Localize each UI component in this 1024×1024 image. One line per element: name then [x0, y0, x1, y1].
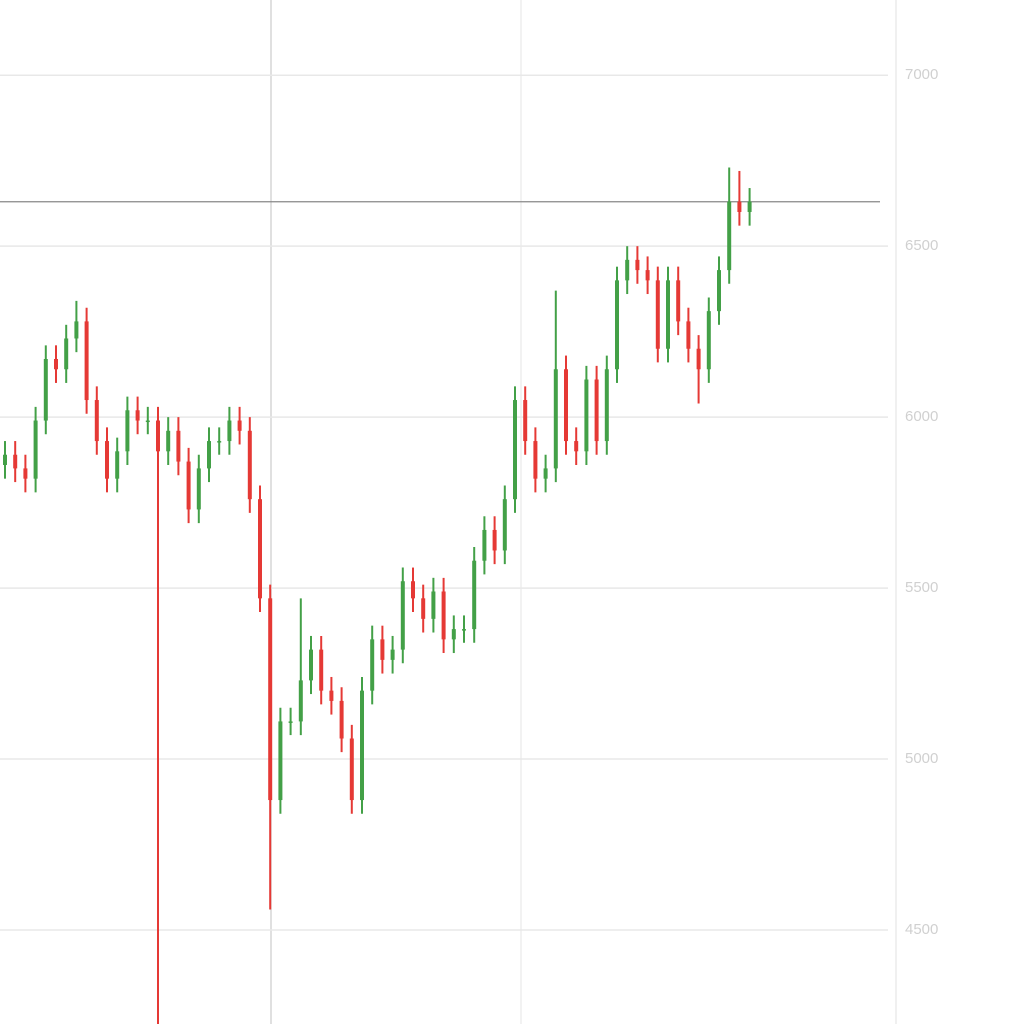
candle-body — [319, 649, 324, 691]
candle-body — [74, 321, 79, 339]
candle-body — [645, 270, 650, 281]
candle-body — [380, 639, 385, 660]
candle-body — [105, 441, 109, 479]
candle-body — [43, 358, 48, 421]
candle-body — [655, 280, 660, 349]
candle-body — [370, 639, 375, 691]
candle-body — [64, 338, 69, 370]
candle-body — [411, 581, 415, 599]
candle-body — [33, 420, 38, 479]
candle-body — [196, 468, 201, 510]
candle-body — [176, 430, 181, 462]
candle-body — [217, 441, 222, 443]
candle-body — [441, 591, 446, 640]
candle-body — [676, 280, 681, 322]
candle-body — [156, 420, 160, 452]
candle-body — [553, 369, 558, 469]
candle-body — [696, 348, 701, 370]
candle-body — [564, 369, 568, 442]
candle-body — [431, 591, 436, 619]
candle-body — [349, 738, 354, 801]
candle-body — [329, 690, 334, 701]
candle-body — [513, 400, 517, 500]
candle-body — [227, 420, 232, 442]
candle-body — [584, 379, 589, 452]
y-tick-label: 5000 — [905, 750, 938, 767]
candle-body — [625, 259, 630, 281]
candle-body — [298, 680, 303, 722]
candle-body — [278, 721, 283, 801]
y-tick-label: 6000 — [905, 408, 938, 425]
candle-body — [523, 400, 528, 442]
candle-body — [717, 270, 721, 312]
candle-body — [604, 369, 609, 442]
candle-body — [360, 690, 364, 801]
candle-body — [533, 441, 538, 479]
candle-body — [727, 201, 732, 271]
candle-body — [543, 468, 548, 479]
y-tick-label: 5500 — [905, 579, 938, 596]
candle-body — [737, 201, 742, 212]
candle-body — [247, 430, 252, 500]
candle-body — [594, 379, 599, 442]
candle-body — [135, 410, 140, 421]
candle-body — [472, 560, 477, 630]
candle-body — [482, 529, 487, 561]
candle-body — [125, 410, 130, 452]
candle-body — [207, 441, 211, 469]
candle-body — [615, 280, 619, 370]
candle-body — [115, 451, 120, 479]
candle-body — [492, 529, 497, 551]
candle-body — [309, 649, 313, 681]
candle-body — [3, 454, 7, 465]
candle-body — [747, 201, 752, 212]
candle-body — [258, 499, 262, 599]
y-tick-label: 6500 — [905, 237, 938, 254]
candle-body — [502, 499, 507, 551]
candle-body — [54, 358, 58, 370]
y-tick-label: 7000 — [905, 66, 938, 83]
plot-area — [0, 167, 880, 1024]
candle-body — [339, 700, 344, 739]
candle-body — [666, 280, 670, 349]
candle-body — [462, 629, 466, 631]
candle-body — [94, 400, 99, 442]
candle-body — [574, 441, 579, 452]
candle-body — [23, 468, 28, 479]
candle-body — [288, 721, 293, 723]
candle-body — [400, 581, 405, 650]
candle-body — [390, 649, 395, 660]
candle-body — [13, 454, 18, 469]
candle-body — [237, 420, 242, 431]
candle-body — [186, 461, 191, 510]
candle-body — [268, 598, 273, 801]
candle-body — [421, 598, 426, 619]
y-tick-label: 4500 — [905, 921, 938, 938]
candle-body — [635, 259, 640, 271]
candle-body — [686, 321, 691, 349]
candle-body — [145, 420, 150, 423]
candle-body — [166, 430, 171, 452]
candle-body — [706, 311, 711, 370]
candle-body — [84, 321, 89, 401]
candle-body — [451, 629, 456, 640]
